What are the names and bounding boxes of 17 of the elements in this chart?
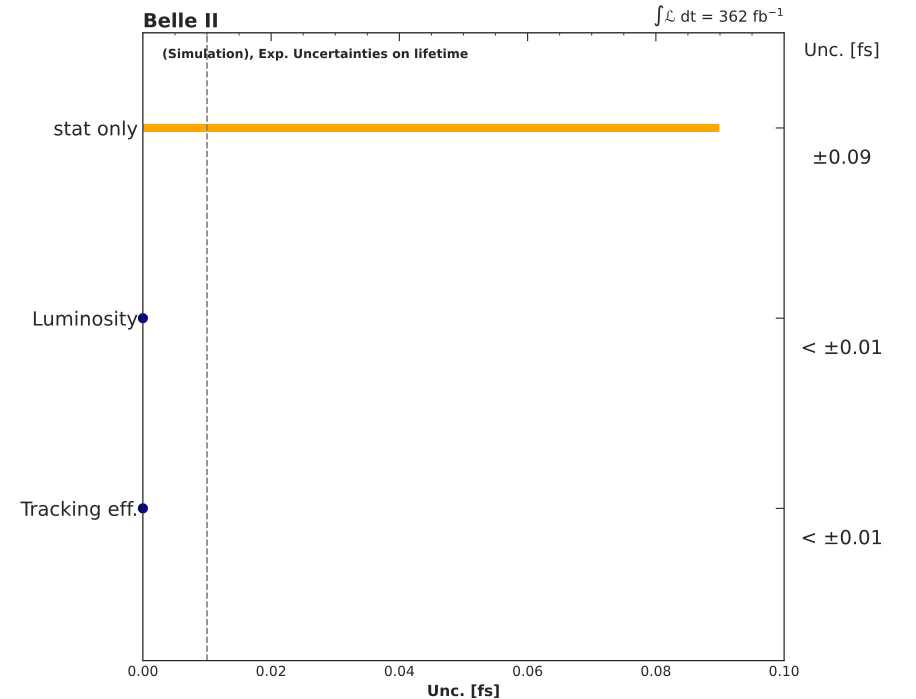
x-axis-title: Unc. [fs] — [428, 684, 499, 698]
x-tick-label: 0.06 — [513, 666, 542, 676]
text: < ±0.01 — [802, 340, 882, 354]
x-tick-label: 0.02 — [256, 666, 286, 676]
text: ±0.09 — [814, 149, 870, 164]
y2-axis-title: Unc. [fs] — [805, 42, 878, 58]
y-tick-label: Tracking eff. — [20, 500, 136, 520]
chart-title: Belle II — [144, 12, 217, 28]
text: < ±0.01 — [802, 530, 882, 544]
text: ∫ℒ dt = 362 fb$^{−1}$ — [654, 5, 783, 26]
annotation: (Simulation), Exp. Uncertainties on lifetime — [163, 48, 468, 61]
y-tick-label: stat only — [54, 120, 138, 140]
x-tick-label: 0.10 — [770, 666, 799, 676]
x-tick-label: 0.00 — [128, 666, 158, 676]
x-tick-label: 0.08 — [641, 666, 670, 676]
x-tick-label: 0.04 — [384, 666, 414, 676]
y-tick-label: Luminosity — [34, 310, 138, 330]
